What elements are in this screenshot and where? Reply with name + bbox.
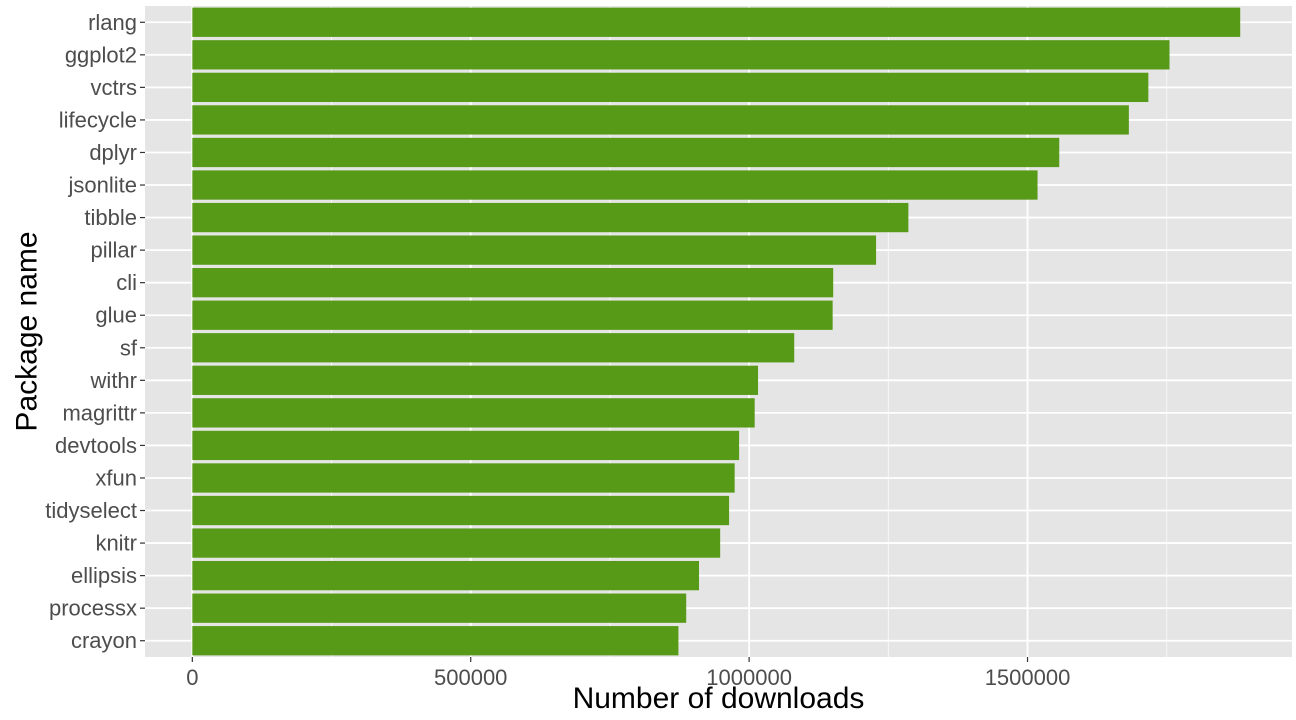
bar-xfun: [192, 463, 735, 493]
y-axis-title: Package name: [11, 231, 44, 431]
bar-processx: [192, 593, 687, 623]
bar-tidyselect: [192, 495, 730, 526]
panel-background: [145, 6, 1292, 657]
y-tick-label: cli: [116, 270, 137, 295]
x-tick-label: 1000000: [706, 665, 792, 690]
y-tick-label: lifecycle: [59, 107, 137, 132]
bar-lifecycle: [192, 105, 1129, 135]
y-tick-label: pillar: [91, 238, 137, 263]
y-tick-label: sf: [120, 335, 138, 360]
bar-glue: [192, 300, 833, 330]
bar-vctrs: [192, 72, 1149, 103]
x-tick-label: 500000: [434, 665, 507, 690]
bar-ellipsis: [192, 560, 700, 591]
y-tick-label: ellipsis: [71, 563, 137, 588]
y-tick-label: processx: [49, 596, 137, 621]
y-tick-label: vctrs: [91, 75, 137, 100]
bar-cli: [192, 268, 834, 298]
y-tick-label: dplyr: [89, 140, 137, 165]
y-tick-label: jsonlite: [68, 173, 137, 198]
y-tick-label: knitr: [95, 531, 137, 556]
y-tick-label: devtools: [55, 433, 137, 458]
x-axis-title: Number of downloads: [573, 682, 865, 715]
bar-pillar: [192, 235, 877, 265]
bar-dplyr: [192, 137, 1060, 168]
x-tick-label: 0: [186, 665, 198, 690]
bar-jsonlite: [192, 170, 1038, 200]
bar-knitr: [192, 528, 721, 558]
bar-magrittr: [192, 398, 755, 428]
bar-ggplot2: [192, 40, 1170, 70]
bar-withr: [192, 365, 759, 395]
x-axis: 0 500000 1000000 1500000: [186, 657, 1070, 690]
bar-tibble: [192, 202, 909, 233]
x-tick-label: 1500000: [985, 665, 1071, 690]
bar-crayon: [192, 626, 679, 656]
y-tick-label: ggplot2: [65, 42, 137, 67]
bars: [192, 7, 1241, 656]
y-tick-label: magrittr: [62, 400, 137, 425]
bar-sf: [192, 333, 795, 363]
y-tick-label: rlang: [88, 10, 137, 35]
y-tick-label: tidyselect: [45, 498, 137, 523]
y-tick-label: glue: [95, 303, 137, 328]
y-tick-label: withr: [90, 368, 137, 393]
bar-rlang: [192, 7, 1241, 37]
y-axis: rlang ggplot2 vctrs lifecycle dplyr jsonlite t…: [45, 10, 145, 653]
bar-devtools: [192, 430, 740, 461]
y-tick-label: tibble: [84, 205, 137, 230]
y-tick-label: xfun: [95, 465, 137, 490]
y-tick-label: crayon: [71, 628, 137, 653]
